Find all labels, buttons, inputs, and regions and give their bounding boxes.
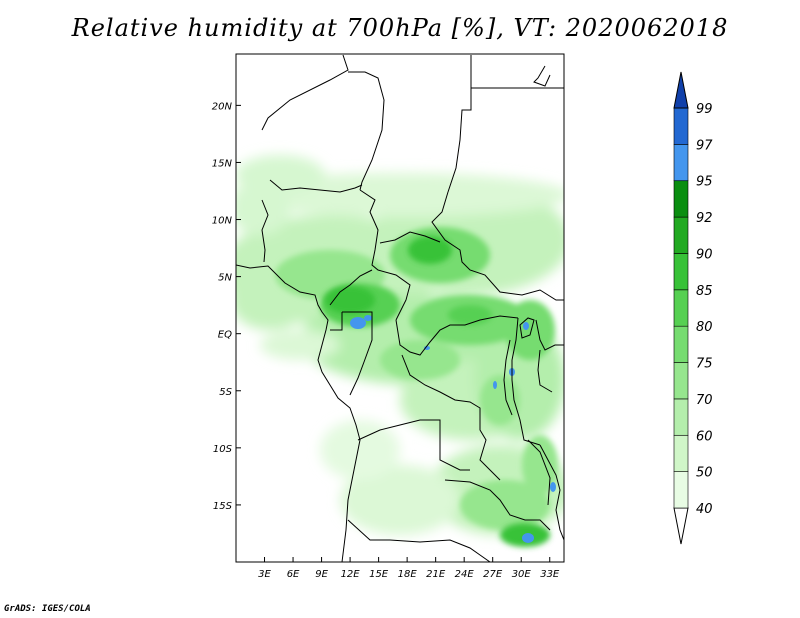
chart-title: Relative humidity at 700hPa [%], VT: 202… [71, 14, 729, 42]
colorbar-level-label: 95 [696, 175, 713, 190]
lon-tick-label: 6E [287, 569, 300, 580]
saturated-patch [522, 533, 534, 543]
lon-tick-label: 24E [455, 569, 475, 580]
saturated-patch [493, 381, 497, 389]
saturated-patch [364, 315, 372, 321]
colorbar-level-label: 80 [696, 320, 713, 335]
colorbar-level-label: 40 [696, 502, 713, 517]
lat-tick-label: 20N [212, 101, 233, 112]
lon-tick-label: 33E [540, 569, 560, 580]
colorbar-bin [673, 471, 689, 509]
map-frame [235, 53, 565, 563]
colorbar-bin [673, 107, 689, 145]
lon-tick-label: 30E [512, 569, 532, 580]
colorbar-level-label: 70 [696, 393, 713, 408]
lon-tick-label: 18E [398, 569, 418, 580]
lon-tick-label: 15E [369, 569, 389, 580]
colorbar-level-label: 92 [696, 211, 713, 226]
colorbar-bin [673, 253, 689, 291]
lon-tick-label: 12E [341, 569, 361, 580]
colorbar-bin [673, 144, 689, 182]
lat-tick-label: 15N [212, 158, 233, 169]
borders [236, 54, 564, 562]
saturated-patch [350, 317, 366, 329]
credit-text: GrADS: IGES/COLA [4, 604, 91, 614]
colorbar-bin [673, 289, 689, 327]
colorbar-level-label: 90 [696, 247, 713, 262]
lon-tick-label: 21E [426, 569, 446, 580]
lat-tick-label: 5N [218, 273, 232, 284]
colorbar-bin [673, 216, 689, 254]
colorbar-level-label: 99 [696, 102, 713, 117]
colorbar: 40 50 60 70 75 80 85 90 92 95 97 99 [673, 71, 713, 545]
saturated-patch [523, 322, 529, 330]
lat-tick-label: 5S [219, 387, 232, 398]
latitude-labels: 20N 15N 10N 5N EQ 5S 10S 15S [212, 101, 241, 512]
colorbar-bin [673, 325, 689, 363]
lon-tick-label: 9E [315, 569, 328, 580]
colorbar-level-label: 75 [696, 357, 713, 372]
lat-tick-label: 15S [213, 501, 233, 512]
colorbar-level-label: 97 [696, 138, 713, 153]
colorbar-bin [673, 362, 689, 400]
longitude-labels: 3E 6E 9E 12E 15E 18E 21E 24E 27E 30E 33E [258, 557, 560, 580]
colorbar-level-label: 60 [696, 429, 713, 444]
lon-tick-label: 3E [258, 569, 271, 580]
lon-tick-label: 27E [483, 569, 503, 580]
lat-tick-label: EQ [218, 330, 232, 341]
colorbar-bin [673, 398, 689, 436]
colorbar-level-label: 50 [696, 466, 713, 481]
saturated-patch [424, 346, 430, 350]
lat-tick-label: 10S [213, 444, 233, 455]
humidity-field [236, 54, 564, 562]
saturated-patch [550, 482, 556, 492]
colorbar-bin [673, 180, 689, 218]
colorbar-high-arrow [673, 71, 689, 109]
colorbar-low-arrow [673, 507, 689, 545]
colorbar-level-label: 85 [696, 284, 713, 299]
lat-tick-label: 10N [212, 216, 233, 227]
colorbar-bin [673, 434, 689, 472]
